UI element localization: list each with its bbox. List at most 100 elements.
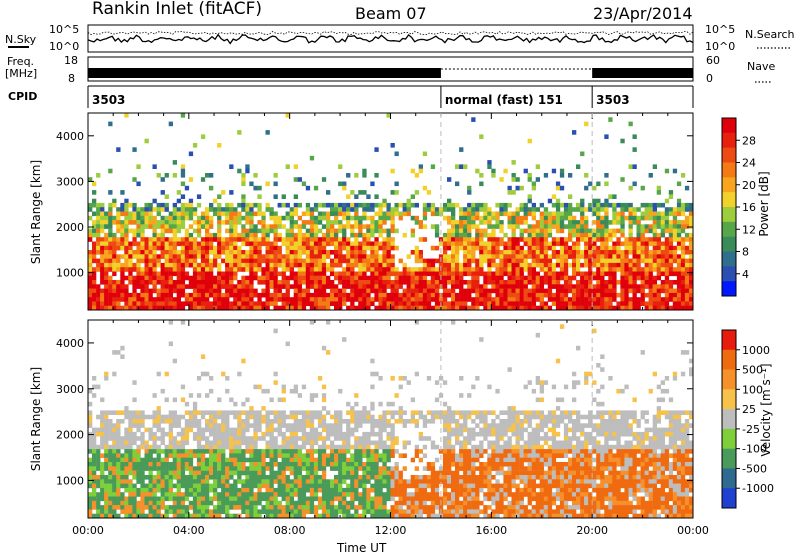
heatmap-cell bbox=[200, 505, 206, 510]
heatmap-cell bbox=[285, 440, 290, 446]
heatmap-cell bbox=[346, 254, 351, 259]
heatmap-cell bbox=[132, 440, 137, 446]
heatmap-cell bbox=[233, 207, 238, 212]
heatmap-cell bbox=[128, 505, 133, 510]
heatmap-cell bbox=[237, 487, 242, 493]
heatmap-cell bbox=[132, 207, 137, 212]
heatmap-cell bbox=[225, 470, 230, 476]
heatmap-cell bbox=[136, 297, 141, 302]
heatmap-cell bbox=[495, 292, 500, 298]
heatmap-cell bbox=[257, 301, 262, 306]
heatmap-cell bbox=[568, 262, 573, 268]
heatmap-cell bbox=[620, 267, 625, 272]
heatmap-cell bbox=[406, 305, 411, 311]
heatmap-cell bbox=[192, 453, 198, 458]
heatmap-cell bbox=[192, 254, 198, 259]
heatmap-cell bbox=[116, 262, 121, 268]
heatmap-cell bbox=[213, 466, 218, 471]
heatmap-cell bbox=[551, 297, 557, 302]
heatmap-cell bbox=[172, 305, 177, 311]
heatmap-cell bbox=[88, 475, 93, 480]
heatmap-cell bbox=[205, 423, 210, 428]
heatmap-cell bbox=[249, 449, 254, 454]
heatmap-cell bbox=[487, 160, 492, 165]
heatmap-cell bbox=[277, 423, 282, 428]
heatmap-cell bbox=[467, 284, 472, 289]
heatmap-cell bbox=[592, 258, 597, 264]
heatmap-cell bbox=[233, 241, 238, 247]
heatmap-cell bbox=[378, 224, 383, 229]
heatmap-cell bbox=[156, 436, 161, 441]
heatmap-cell bbox=[551, 215, 557, 221]
heatmap-cell bbox=[451, 224, 456, 229]
heatmap-cell bbox=[112, 470, 117, 476]
heatmap-cell bbox=[576, 228, 581, 234]
heatmap-cell bbox=[164, 288, 169, 294]
heatmap-cell bbox=[668, 224, 674, 229]
heatmap-cell bbox=[289, 224, 294, 229]
heatmap-cell bbox=[459, 305, 464, 311]
heatmap-cell bbox=[366, 292, 371, 298]
heatmap-cell bbox=[442, 297, 448, 302]
heatmap-cell bbox=[479, 267, 484, 272]
heatmap-cell bbox=[168, 297, 173, 302]
heatmap-cell bbox=[100, 492, 105, 497]
heatmap-cell bbox=[584, 237, 589, 242]
heatmap-cell bbox=[152, 393, 157, 398]
heatmap-cell bbox=[330, 284, 335, 289]
heatmap-cell bbox=[265, 258, 270, 264]
heatmap-cell bbox=[471, 254, 476, 259]
heatmap-cell bbox=[152, 237, 157, 242]
heatmap-cell bbox=[471, 202, 476, 208]
heatmap-cell bbox=[338, 254, 343, 259]
heatmap-cell bbox=[499, 297, 504, 302]
heatmap-cell bbox=[330, 211, 335, 217]
heatmap-cell bbox=[132, 297, 137, 302]
heatmap-cell bbox=[281, 462, 286, 467]
heatmap-cell bbox=[120, 280, 125, 285]
heatmap-cell bbox=[225, 297, 230, 302]
heatmap-cell bbox=[612, 220, 617, 225]
heatmap-cell bbox=[188, 483, 194, 489]
heatmap-cell bbox=[499, 177, 504, 182]
heatmap-cell bbox=[293, 288, 298, 294]
heatmap-cell bbox=[221, 305, 226, 311]
heatmap-cell bbox=[487, 241, 492, 247]
heatmap-cell bbox=[616, 202, 621, 208]
heatmap-cell bbox=[664, 258, 670, 264]
heatmap-cell bbox=[676, 207, 682, 212]
heatmap-cell bbox=[346, 505, 351, 510]
heatmap-cell bbox=[160, 254, 165, 259]
heatmap-cell bbox=[164, 254, 169, 259]
heatmap-cell bbox=[128, 271, 133, 277]
heatmap-cell bbox=[535, 284, 540, 289]
heatmap-cell bbox=[410, 297, 415, 302]
heatmap-cell bbox=[309, 250, 315, 255]
heatmap-cell bbox=[668, 232, 674, 238]
heatmap-cell bbox=[362, 207, 367, 212]
heatmap-cell bbox=[559, 275, 565, 281]
heatmap-cell bbox=[652, 305, 657, 311]
heatmap-cell bbox=[172, 444, 177, 450]
heatmap-cell bbox=[317, 292, 323, 298]
heatmap-cell bbox=[656, 262, 661, 268]
heatmap-cell bbox=[551, 292, 557, 298]
heatmap-cell bbox=[551, 194, 557, 199]
heatmap-cell bbox=[108, 423, 113, 428]
heatmap-cell bbox=[88, 449, 93, 454]
heatmap-cell bbox=[362, 414, 367, 420]
heatmap-cell bbox=[168, 224, 173, 229]
heatmap-cell bbox=[668, 271, 674, 277]
heatmap-cell bbox=[108, 444, 113, 450]
heatmap-cell bbox=[261, 496, 266, 502]
heatmap-cell bbox=[527, 292, 532, 298]
heatmap-cell bbox=[680, 280, 686, 285]
heatmap-cell bbox=[281, 305, 286, 311]
heatmap-cell bbox=[164, 305, 169, 311]
heatmap-cell bbox=[172, 262, 177, 268]
heatmap-cell bbox=[241, 470, 246, 476]
heatmap-cell bbox=[104, 288, 109, 294]
heatmap-cell bbox=[459, 164, 464, 169]
heatmap-cell bbox=[88, 207, 93, 212]
heatmap-cell bbox=[539, 284, 544, 289]
